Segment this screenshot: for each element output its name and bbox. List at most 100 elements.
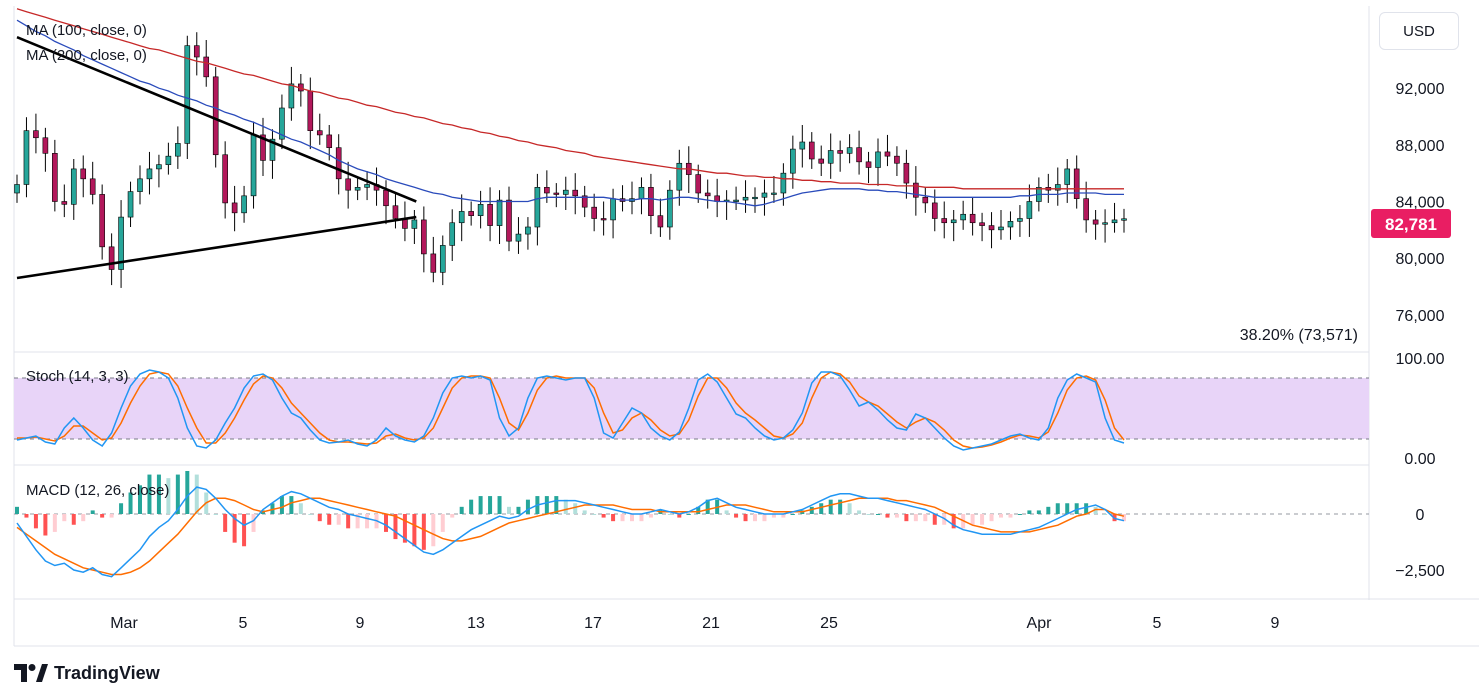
macd-histogram-bar	[251, 514, 256, 532]
legend-ma100[interactable]: MA (100, close, 0)	[26, 22, 147, 39]
trendlines-layer	[16, 35, 417, 280]
macd-histogram-bar	[677, 514, 682, 518]
brand-name: TradingView	[54, 662, 160, 683]
macd-histogram-bar	[1036, 510, 1041, 514]
macd-histogram-bar	[611, 514, 616, 522]
macd-histogram-bar	[1065, 503, 1070, 514]
macd-histogram-bar	[166, 478, 171, 514]
macd-histogram-bar	[563, 499, 568, 514]
time-tick-label: 21	[702, 615, 720, 632]
macd-histogram-bar	[1122, 514, 1126, 522]
candle-body	[127, 191, 134, 218]
macd-histogram-bar	[71, 514, 76, 525]
macd-histogram-bar	[223, 514, 228, 532]
candle-body	[581, 195, 588, 208]
time-tick-label: Mar	[110, 615, 138, 632]
moving-averages-layer	[16, 8, 1124, 207]
candle-body	[941, 218, 948, 224]
legend-macd[interactable]: MACD (12, 26, close)	[26, 482, 169, 499]
candle-body	[913, 182, 919, 198]
macd-histogram-bar	[999, 514, 1003, 518]
candle-body	[771, 192, 777, 195]
candle-body	[99, 194, 105, 248]
macd-histogram-bar	[43, 514, 48, 536]
macd-histogram-bar	[696, 506, 701, 514]
candle-body	[610, 198, 616, 221]
candle-body	[657, 215, 664, 228]
macd-histogram-bar	[450, 514, 455, 518]
time-tick-label: 5	[1153, 615, 1162, 632]
macd-histogram-bar	[497, 496, 502, 514]
macd-histogram-bar	[819, 503, 824, 514]
candle-body	[1017, 218, 1023, 222]
candles-layer	[14, 32, 1127, 288]
macd-histogram-bar	[734, 514, 739, 518]
macd-histogram-bar	[544, 496, 549, 514]
candle-body	[241, 195, 247, 214]
macd-histogram-bar	[270, 503, 275, 514]
candle-body	[903, 162, 910, 184]
candle-body	[865, 161, 872, 168]
candle-body	[572, 189, 579, 197]
legend-ma200[interactable]: MA (200, close, 0)	[26, 47, 147, 64]
legend-stoch[interactable]: Stoch (14, 3, 3)	[26, 368, 129, 385]
macd-histogram-bar	[573, 503, 578, 514]
candle-body	[1026, 201, 1033, 219]
candle-body	[1064, 168, 1071, 185]
macd-histogram-bar	[904, 514, 909, 522]
candle-body	[1092, 219, 1099, 225]
macd-histogram-bar	[913, 514, 918, 522]
macd-histogram-bar	[384, 514, 388, 532]
macd-tick-label: −2,500	[1395, 563, 1444, 580]
candle-body	[1121, 218, 1127, 221]
candle-body	[638, 187, 645, 199]
tradingview-logo-icon	[14, 664, 48, 682]
candle-body	[449, 222, 456, 246]
candle-body	[80, 168, 87, 180]
macd-layer	[15, 470, 1126, 578]
candle-body	[1102, 222, 1108, 225]
macd-histogram-bar	[980, 514, 985, 525]
currency-button[interactable]: USD	[1379, 12, 1459, 50]
last-price-value: 82,781	[1385, 215, 1437, 234]
macd-histogram-bar	[1017, 514, 1022, 515]
macd-histogram-bar	[1093, 506, 1098, 514]
macd-histogram-bar	[62, 514, 67, 522]
candle-body	[695, 174, 702, 194]
candle-body	[733, 199, 739, 202]
candle-body	[998, 226, 1004, 231]
candle-body	[837, 150, 843, 154]
candle-body	[307, 90, 314, 131]
macd-histogram-bar	[1084, 503, 1089, 514]
candle-body	[979, 222, 985, 226]
macd-histogram-bar	[138, 485, 142, 514]
stoch-k-line	[16, 369, 1125, 451]
brand[interactable]: TradingView	[14, 660, 160, 686]
time-tick-label: Apr	[1027, 615, 1053, 632]
stoch-band	[14, 378, 1369, 439]
triangle-upper-trendline	[16, 35, 417, 203]
macd-histogram-bar	[1103, 514, 1108, 515]
macd-histogram-bar	[147, 474, 152, 514]
candle-body	[752, 196, 758, 200]
triangle-lower-trendline	[16, 215, 417, 280]
macd-tick-label: 0	[1416, 507, 1425, 524]
candle-body	[269, 138, 276, 161]
candle-body	[14, 184, 20, 194]
macd-histogram-bar	[185, 470, 190, 514]
candle-body	[250, 134, 257, 197]
macd-line	[16, 486, 1125, 578]
candle-body	[108, 246, 115, 270]
stoch-d-line	[17, 371, 1125, 449]
candle-body	[591, 206, 597, 219]
candle-body	[799, 141, 806, 150]
macd-histogram-bar	[639, 514, 644, 522]
candle-body	[156, 164, 162, 170]
candle-body	[175, 143, 181, 157]
macd-histogram-bar	[365, 514, 370, 529]
macd-histogram-bar	[866, 514, 871, 515]
candle-body	[648, 187, 654, 216]
macd-histogram-bar	[724, 510, 729, 514]
candle-body	[1111, 219, 1118, 224]
